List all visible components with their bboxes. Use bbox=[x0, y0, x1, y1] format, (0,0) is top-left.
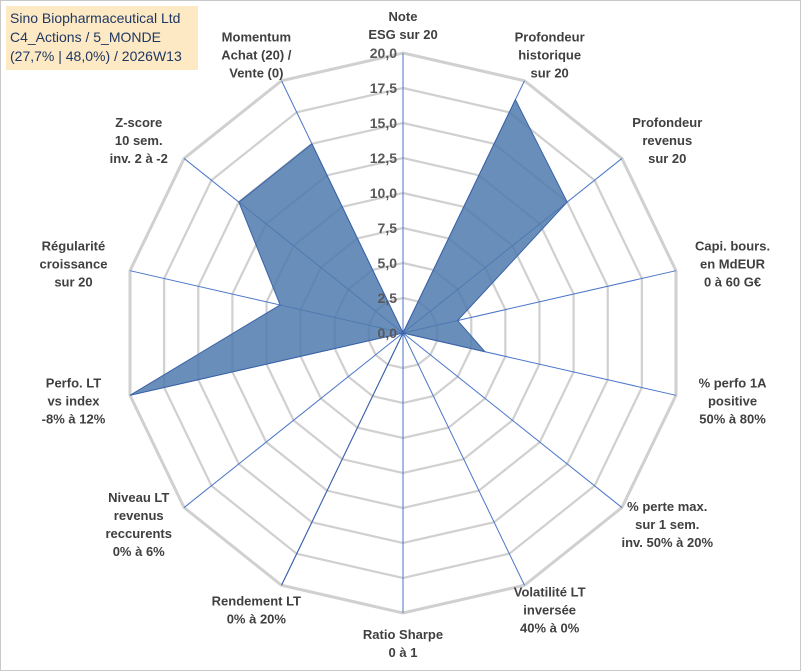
radar-series bbox=[129, 98, 568, 586]
axis-label: Perfo. LT vs index -8% à 12% bbox=[42, 376, 106, 427]
axis-label: Rendement LT 0% à 20% bbox=[212, 593, 301, 626]
tick-label: 20,0 bbox=[370, 45, 397, 61]
axis-label: % perfo 1A positive 50% à 80% bbox=[699, 376, 768, 427]
tick-label: 5,0 bbox=[378, 255, 398, 271]
axis-label: Momentum Achat (20) / Vente (0) bbox=[221, 30, 291, 81]
tick-label: 0,0 bbox=[378, 325, 398, 341]
axis-label: Régularité croissance sur 20 bbox=[40, 238, 108, 289]
axis-label: Profondeur historique sur 20 bbox=[515, 30, 585, 81]
axis-label: Capi. bours. en MdEUR 0 à 60 G€ bbox=[695, 238, 770, 289]
title-category: C4_Actions / 5_MONDE bbox=[10, 29, 161, 45]
title-company: Sino Biopharmaceutical Ltd bbox=[10, 10, 181, 26]
axis-spoke bbox=[183, 332, 404, 508]
axis-spoke bbox=[402, 332, 623, 508]
axis-label: Niveau LT revenus reccurents 0% à 6% bbox=[105, 490, 171, 559]
tick-label: 7,5 bbox=[378, 220, 398, 236]
title-stats: (27,7% | 48,0%) / 2026W13 bbox=[10, 48, 182, 64]
tick-label: 2,5 bbox=[378, 290, 398, 306]
tick-label: 12,5 bbox=[370, 150, 397, 166]
axis-label: Volatilité LT inversée 40% à 0% bbox=[514, 584, 586, 635]
series-area bbox=[129, 98, 568, 586]
chart-title-box: Sino Biopharmaceutical Ltd C4_Actions / … bbox=[6, 6, 198, 70]
tick-label: 17,5 bbox=[370, 80, 397, 96]
tick-label: 15,0 bbox=[370, 115, 397, 131]
axis-label: Z-score 10 sem. inv. 2 à -2 bbox=[110, 115, 168, 166]
axis-spoke bbox=[402, 332, 525, 586]
axis-label: % perte max. sur 1 sem. inv. 50% à 20% bbox=[621, 499, 713, 550]
axis-label: Note ESG sur 20 bbox=[368, 9, 437, 42]
radar-tick-labels: 0,0 2,5 5,0 7,5 10,0 12,5 15,0 17,5 20,0 bbox=[370, 45, 397, 341]
axis-label: Ratio Sharpe 0 à 1 bbox=[363, 627, 443, 660]
radar-axis-labels: Note ESG sur 20 Profondeur historique sur 20… bbox=[40, 9, 771, 660]
tick-label: 10,0 bbox=[370, 185, 397, 201]
axis-label: Profondeur revenus sur 20 bbox=[632, 115, 702, 166]
